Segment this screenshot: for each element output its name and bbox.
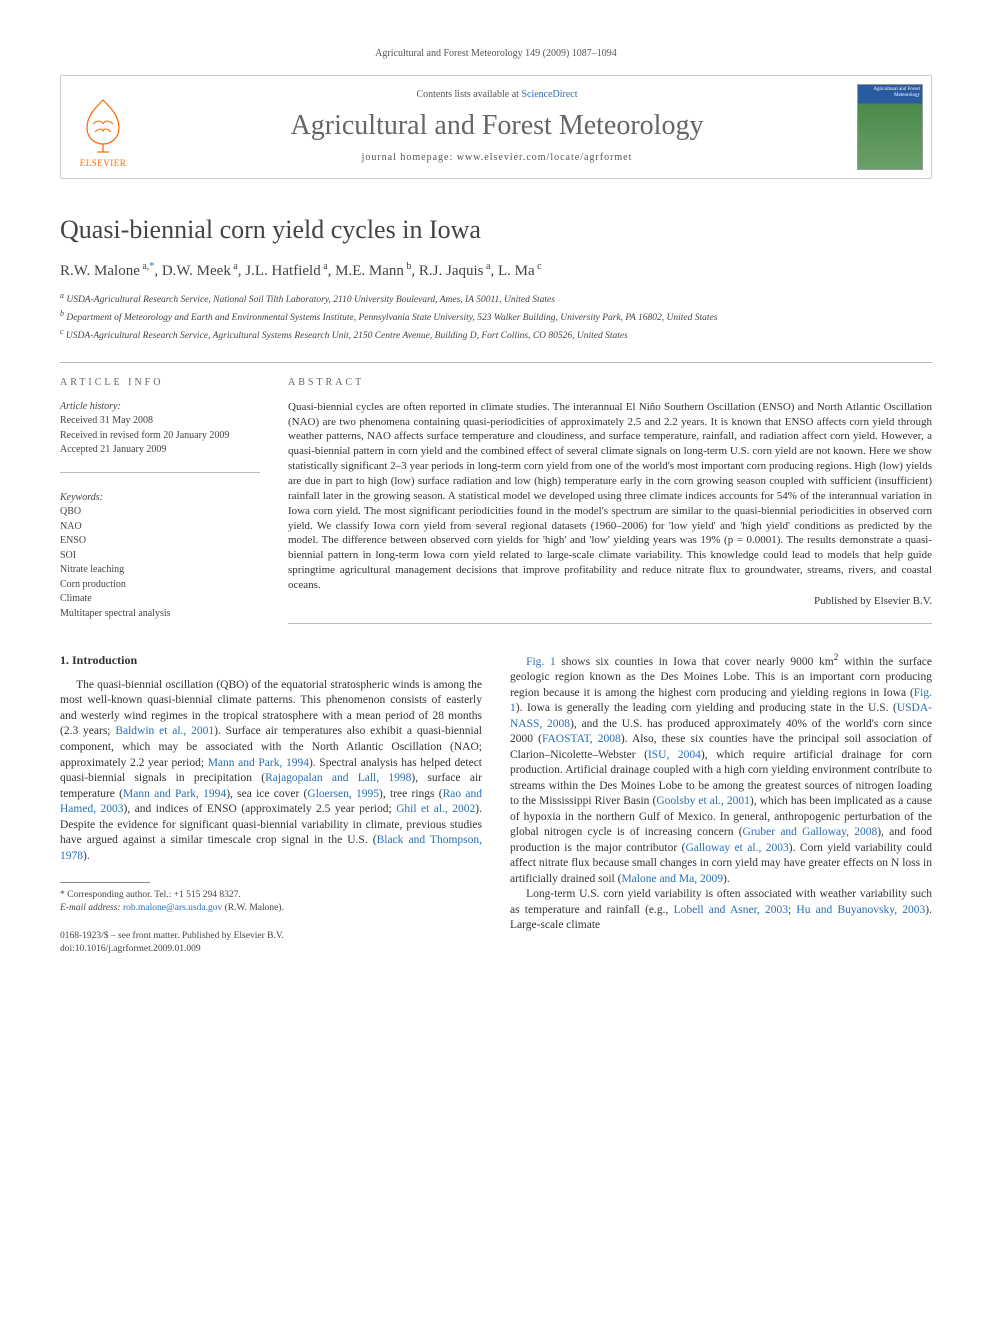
history-label: Article history: xyxy=(60,400,260,415)
cite-hu-buyanovsky-2003[interactable]: Hu and Buyanovsky, 2003 xyxy=(796,904,925,916)
history-received: Received 31 May 2008 xyxy=(60,414,260,429)
author-list: R.W. Malone a,*, D.W. Meek a, J.L. Hatfi… xyxy=(60,261,932,280)
email-footnote: E-mail address: rob.malone@ars.usda.gov … xyxy=(60,902,482,915)
abstract-text: Quasi-biennial cycles are often reported… xyxy=(288,400,932,593)
cite-malone-ma-2009[interactable]: Malone and Ma, 2009 xyxy=(621,873,723,885)
keywords-label: Keywords: xyxy=(60,491,260,506)
cite-baldwin-2001[interactable]: Baldwin et al., 2001 xyxy=(115,725,214,737)
journal-title: Agricultural and Forest Meteorology xyxy=(153,110,841,142)
affiliation-c-text: USDA-Agricultural Research Service, Agri… xyxy=(66,331,628,341)
intro-paragraph-2: Fig. 1 shows six counties in Iowa that c… xyxy=(510,652,932,888)
contents-available-line: Contents lists available at ScienceDirec… xyxy=(153,89,841,100)
masthead-center: Contents lists available at ScienceDirec… xyxy=(145,76,849,178)
affiliation-b-text: Department of Meteorology and Earth and … xyxy=(66,313,717,323)
issn-line: 0168-1923/$ – see front matter. Publishe… xyxy=(60,930,482,943)
affiliations: a USDA-Agricultural Research Service, Na… xyxy=(60,290,932,344)
cite-mann-park-1994[interactable]: Mann and Park, 1994 xyxy=(208,757,309,769)
fig-1-link-b[interactable]: Fig. 1 xyxy=(510,687,932,715)
affiliation-b: b Department of Meteorology and Earth an… xyxy=(60,308,932,326)
author-sep: , xyxy=(411,263,419,279)
keyword: SOI xyxy=(60,549,260,564)
running-head: Agricultural and Forest Meteorology 149 … xyxy=(60,48,932,59)
affiliation-c: c USDA-Agricultural Research Service, Ag… xyxy=(60,326,932,344)
author-sep: , xyxy=(490,263,498,279)
cite-usda-nass-2008[interactable]: USDA-NASS, 2008 xyxy=(510,702,932,730)
keywords-block: Keywords: QBO NAO ENSO SOI Nitrate leach… xyxy=(60,491,260,622)
corresponding-author-footnote: * Corresponding author. Tel.: +1 515 294… xyxy=(60,889,482,902)
journal-cover-image: Agricultural and Forest Meteorology xyxy=(857,84,923,170)
intro-paragraph-1: The quasi-biennial oscillation (QBO) of … xyxy=(60,678,482,864)
abstract-column: ABSTRACT Quasi-biennial cycles are often… xyxy=(288,362,932,624)
cite-ghil-2002[interactable]: Ghil et al., 2002 xyxy=(396,803,475,815)
article-info-column: ARTICLE INFO Article history: Received 3… xyxy=(60,362,260,624)
publisher-label: ELSEVIER xyxy=(80,158,127,168)
cite-isu-2004[interactable]: ISU, 2004 xyxy=(648,749,701,761)
author-hatfield: J.L. Hatfield xyxy=(245,263,320,279)
journal-homepage-line: journal homepage: www.elsevier.com/locat… xyxy=(153,152,841,163)
cite-faostat-2008[interactable]: FAOSTAT, 2008 xyxy=(542,733,621,745)
email-label: E-mail address: xyxy=(60,903,123,913)
cite-goolsby-2001[interactable]: Goolsby et al., 2001 xyxy=(656,795,750,807)
body-column-left: 1. Introduction The quasi-biennial oscil… xyxy=(60,652,482,957)
cite-black-thompson-1978[interactable]: Black and Thompson, 1978 xyxy=(60,834,482,862)
author-ma: L. Ma xyxy=(498,263,535,279)
issn-doi-block: 0168-1923/$ – see front matter. Publishe… xyxy=(60,930,482,957)
keyword: Climate xyxy=(60,592,260,607)
keyword: Nitrate leaching xyxy=(60,563,260,578)
cite-galloway-2003[interactable]: Galloway et al., 2003 xyxy=(685,842,788,854)
journal-cover-thumb: Agricultural and Forest Meteorology xyxy=(849,76,931,178)
keyword: NAO xyxy=(60,520,260,535)
publisher-block: ELSEVIER xyxy=(61,76,145,178)
article-info-heading: ARTICLE INFO xyxy=(60,377,260,388)
contents-prefix: Contents lists available at xyxy=(416,89,521,100)
author-jaquis: R.J. Jaquis xyxy=(419,263,484,279)
elsevier-tree-icon xyxy=(73,94,133,154)
cite-mann-park-1994b[interactable]: Mann and Park, 1994 xyxy=(123,788,226,800)
section-1-heading: 1. Introduction xyxy=(60,652,482,668)
corresponding-email-link[interactable]: rob.malone@ars.usda.gov xyxy=(123,903,222,913)
affiliation-a-text: USDA-Agricultural Research Service, Nati… xyxy=(66,295,555,305)
fig-1-link[interactable]: Fig. 1 xyxy=(526,656,556,668)
keyword: ENSO xyxy=(60,534,260,549)
article-title: Quasi-biennial corn yield cycles in Iowa xyxy=(60,215,932,245)
intro-paragraph-3: Long-term U.S. corn yield variability is… xyxy=(510,887,932,934)
body-two-column: 1. Introduction The quasi-biennial oscil… xyxy=(60,652,932,957)
affil-sup: a, xyxy=(140,261,149,272)
sciencedirect-link[interactable]: ScienceDirect xyxy=(521,89,577,100)
footnotes: * Corresponding author. Tel.: +1 515 294… xyxy=(60,889,482,916)
footnote-rule xyxy=(60,882,150,883)
info-abstract-row: ARTICLE INFO Article history: Received 3… xyxy=(60,362,932,624)
cite-lobell-asner-2003[interactable]: Lobell and Asner, 2003 xyxy=(674,904,788,916)
body-column-right: Fig. 1 shows six counties in Iowa that c… xyxy=(510,652,932,957)
affil-sup: a xyxy=(321,261,328,272)
email-suffix: (R.W. Malone). xyxy=(222,903,284,913)
author-meek: D.W. Meek xyxy=(162,263,231,279)
affil-sup: a xyxy=(231,261,238,272)
cite-gruber-galloway-2008[interactable]: Gruber and Galloway, 2008 xyxy=(743,826,878,838)
author-malone: R.W. Malone xyxy=(60,263,140,279)
history-revised: Received in revised form 20 January 2009 xyxy=(60,429,260,444)
affiliation-a: a USDA-Agricultural Research Service, Na… xyxy=(60,290,932,308)
article-history: Article history: Received 31 May 2008 Re… xyxy=(60,400,260,473)
cite-rajagopalan-lall-1998[interactable]: Rajagopalan and Lall, 1998 xyxy=(265,772,411,784)
keyword: Multitaper spectral analysis xyxy=(60,607,260,622)
affil-sup: c xyxy=(535,261,542,272)
journal-cover-text: Agricultural and Forest Meteorology xyxy=(860,87,920,98)
author-sep: , xyxy=(154,263,162,279)
keyword: QBO xyxy=(60,505,260,520)
keyword: Corn production xyxy=(60,578,260,593)
abstract-heading: ABSTRACT xyxy=(288,377,932,388)
cite-gloersen-1995[interactable]: Gloersen, 1995 xyxy=(307,788,379,800)
journal-masthead: ELSEVIER Contents lists available at Sci… xyxy=(60,75,932,179)
abstract-publisher-line: Published by Elsevier B.V. xyxy=(288,595,932,607)
history-accepted: Accepted 21 January 2009 xyxy=(60,443,260,458)
doi-line: doi:10.1016/j.agrformet.2009.01.009 xyxy=(60,943,482,956)
author-mann: M.E. Mann xyxy=(335,263,404,279)
